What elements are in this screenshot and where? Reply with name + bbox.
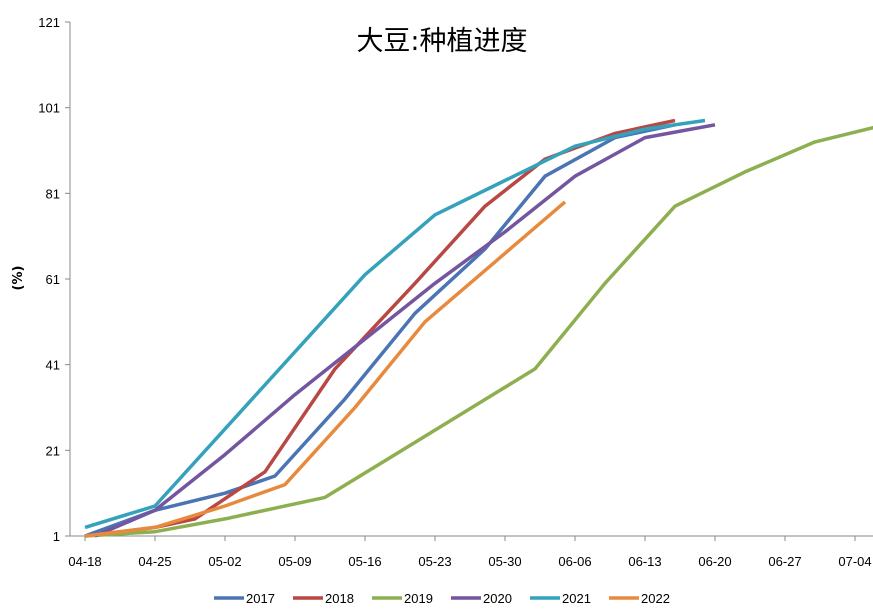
x-tick-label: 05-23	[418, 554, 451, 569]
x-axis-ticks: 04-18 04-25 05-02 05-09 05-16 05-23 05-30 06-06…	[68, 536, 872, 569]
legend-label-2020: 2020	[483, 591, 512, 606]
legend-label-2018: 2018	[325, 591, 354, 606]
x-tick-label: 04-25	[138, 554, 171, 569]
legend-label-2022: 2022	[641, 591, 670, 606]
series-line-2019	[84, 125, 873, 538]
y-tick-label: 61	[46, 272, 60, 287]
legend-label-2021: 2021	[562, 591, 591, 606]
x-tick-label: 06-27	[768, 554, 801, 569]
y-axis-label: (%)	[11, 266, 26, 291]
series-line-2021	[84, 118, 706, 530]
legend-label-2017: 2017	[246, 591, 275, 606]
y-tick-label: 1	[53, 529, 60, 544]
series-line-2017	[84, 123, 676, 538]
y-tick-label: 21	[46, 443, 60, 458]
x-tick-label: 05-09	[278, 554, 311, 569]
chart-title: 大豆:种植进度	[356, 26, 527, 57]
series-line-2022	[84, 200, 567, 538]
x-tick-label: 06-20	[698, 554, 731, 569]
series-line-2020	[94, 123, 716, 538]
x-tick-label: 04-18	[68, 554, 101, 569]
legend-label-2019: 2019	[404, 591, 433, 606]
legend: 2017 2018 2019 2020 2021 2022	[214, 591, 670, 606]
series-lines	[84, 118, 873, 538]
y-tick-label: 81	[46, 186, 60, 201]
x-tick-label: 06-06	[558, 554, 591, 569]
y-tick-label: 101	[38, 101, 60, 116]
y-tick-label: 41	[46, 358, 60, 373]
x-tick-label: 05-30	[488, 554, 521, 569]
x-tick-label: 05-16	[348, 554, 381, 569]
x-tick-label: 05-02	[208, 554, 241, 569]
x-tick-label: 07-04	[838, 554, 871, 569]
x-tick-label: 06-13	[628, 554, 661, 569]
y-tick-label: 121	[38, 15, 60, 30]
